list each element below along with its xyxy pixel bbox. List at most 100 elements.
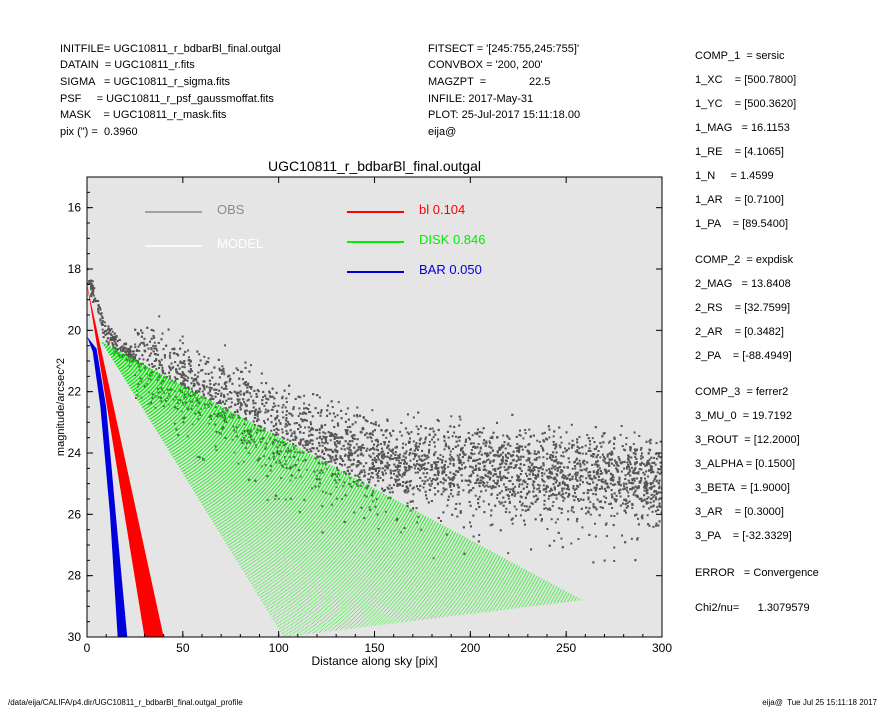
obs-point: [281, 436, 284, 439]
obs-point: [409, 500, 412, 503]
obs-point: [90, 288, 93, 291]
obs-point: [127, 348, 130, 351]
obs-point: [582, 492, 585, 495]
obs-point: [134, 373, 137, 376]
obs-point: [362, 416, 365, 419]
obs-point: [548, 495, 551, 498]
obs-point: [169, 369, 172, 372]
obs-point: [535, 475, 538, 478]
obs-point: [370, 471, 373, 474]
obs-point: [541, 474, 544, 477]
obs-point: [555, 497, 558, 500]
obs-point: [274, 418, 277, 421]
obs-point: [498, 492, 501, 495]
header-magzpt: MAGZPT = 22.5: [428, 76, 551, 88]
obs-point: [209, 389, 212, 392]
obs-point: [640, 497, 643, 500]
obs-point: [633, 479, 636, 482]
obs-point: [335, 433, 338, 436]
obs-point: [213, 388, 216, 391]
obs-point: [113, 350, 116, 353]
obs-point: [281, 441, 284, 444]
obs-point: [161, 332, 164, 335]
obs-point: [557, 531, 560, 534]
obs-point: [628, 468, 631, 471]
obs-point: [244, 411, 247, 414]
obs-point: [403, 452, 406, 455]
obs-point: [634, 489, 637, 492]
obs-point: [560, 508, 563, 511]
obs-point: [605, 535, 608, 538]
obs-point: [374, 421, 377, 424]
obs-point: [449, 450, 452, 453]
obs-point: [508, 437, 511, 440]
obs-point: [220, 372, 223, 375]
obs-point: [289, 449, 292, 452]
obs-point: [447, 476, 450, 479]
obs-point: [277, 428, 280, 431]
obs-point: [275, 422, 278, 425]
obs-point: [381, 456, 384, 459]
obs-point: [376, 438, 379, 441]
obs-point: [340, 447, 343, 450]
obs-point: [629, 463, 632, 466]
obs-point: [343, 463, 346, 466]
obs-point: [566, 477, 569, 480]
obs-point: [532, 484, 535, 487]
obs-point: [464, 479, 467, 482]
obs-point: [487, 475, 490, 478]
obs-point: [437, 490, 440, 493]
obs-point: [624, 477, 627, 480]
obs-point: [294, 436, 297, 439]
obs-point: [608, 452, 611, 455]
obs-point: [187, 356, 190, 359]
obs-point: [187, 359, 190, 362]
obs-point: [286, 438, 289, 441]
header-pixscale: pix (") = 0.3960: [60, 126, 138, 138]
obs-point: [443, 439, 446, 442]
obs-point: [281, 431, 284, 434]
obs-point: [345, 412, 348, 415]
obs-point: [658, 520, 661, 523]
obs-point: [331, 406, 334, 409]
obs-point: [656, 471, 659, 474]
obs-point: [483, 465, 486, 468]
obs-point: [593, 453, 596, 456]
obs-point: [558, 481, 561, 484]
obs-point: [468, 500, 471, 503]
obs-point: [187, 376, 190, 379]
obs-point: [377, 443, 380, 446]
obs-point: [221, 365, 224, 368]
obs-point: [567, 518, 570, 521]
obs-point: [651, 469, 654, 472]
obs-point: [643, 482, 646, 485]
obs-point: [91, 280, 94, 283]
obs-point: [207, 403, 210, 406]
obs-point: [331, 455, 334, 458]
obs-point: [609, 472, 612, 475]
obs-point: [384, 430, 387, 433]
obs-point: [588, 483, 591, 486]
obs-point: [482, 460, 485, 463]
obs-point: [507, 495, 510, 498]
obs-point: [441, 470, 444, 473]
obs-point: [359, 414, 362, 417]
obs-point: [379, 442, 382, 445]
obs-point: [424, 454, 427, 457]
obs-point: [552, 466, 555, 469]
obs-point: [452, 477, 455, 480]
obs-point: [469, 475, 472, 478]
obs-point: [90, 286, 93, 289]
obs-point: [596, 498, 599, 501]
obs-point: [503, 483, 506, 486]
obs-point: [587, 482, 590, 485]
obs-point: [452, 462, 455, 465]
obs-point: [454, 507, 457, 510]
obs-point: [406, 505, 409, 508]
obs-point: [116, 340, 119, 343]
param-line: 3_MU_0 = 19.7192: [695, 410, 792, 422]
obs-point: [318, 441, 321, 444]
obs-point: [117, 348, 120, 351]
obs-point: [653, 456, 656, 459]
obs-point: [558, 426, 561, 429]
